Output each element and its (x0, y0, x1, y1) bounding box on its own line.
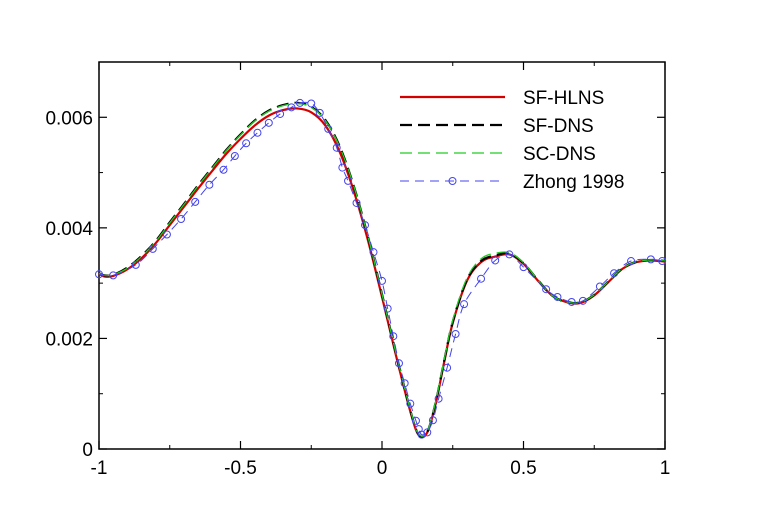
data-point (417, 430, 426, 439)
data-point (383, 304, 392, 313)
data-point (219, 165, 228, 174)
data-point (191, 197, 200, 206)
series-line-zhong-1998 (98, 101, 663, 436)
legend-marker (448, 177, 457, 185)
data-point (595, 282, 604, 291)
axis-ticks: -1 -0.5 0 0.5 1 0 0.002 0.004 0.006 (45, 62, 670, 479)
legend-label: Zhong 1998 (523, 172, 624, 193)
x-tick-label: 0 (377, 458, 388, 479)
legend-label: SF-HLNS (523, 88, 604, 109)
x-tick-label: -0.5 (224, 458, 257, 479)
data-point (205, 180, 214, 189)
data-point (658, 257, 667, 266)
data-point (434, 394, 443, 403)
data-point (505, 250, 514, 259)
x-tick-label: 1 (660, 458, 671, 479)
data-point (324, 124, 333, 133)
data-point (315, 108, 324, 117)
data-point (332, 143, 341, 152)
data-point (162, 230, 171, 239)
data-point (287, 103, 296, 112)
data-point (400, 379, 409, 388)
x-tick-label: 0.5 (510, 458, 536, 479)
data-point (443, 363, 452, 372)
legend: SF-HLNS SF-DNS SC-DNS Zhong 1998 (400, 88, 624, 193)
data-point (276, 109, 285, 118)
data-point (307, 99, 316, 108)
data-point (553, 292, 562, 301)
data-point (242, 139, 251, 148)
data-point (646, 255, 655, 264)
data-point (567, 297, 576, 306)
legend-label: SC-DNS (523, 144, 596, 165)
data-point (406, 399, 415, 408)
y-tick-label: 0.006 (45, 108, 93, 129)
data-point (378, 276, 386, 285)
series-layer (95, 98, 667, 439)
data-point (519, 263, 528, 272)
data-point (148, 244, 157, 253)
data-point (131, 260, 140, 269)
data-point (344, 176, 353, 185)
y-tick-label: 0.004 (45, 219, 93, 240)
data-point (389, 332, 398, 341)
series-line-sc-dns (98, 102, 666, 437)
data-point (428, 416, 437, 425)
data-point (460, 300, 469, 309)
data-point (578, 296, 587, 305)
data-point (338, 163, 347, 172)
data-point (627, 257, 636, 266)
data-point (491, 256, 500, 265)
data-point (109, 271, 118, 280)
y-tick-label: 0.002 (45, 329, 93, 350)
legend-label: SF-DNS (523, 116, 594, 137)
data-point (423, 428, 432, 437)
data-point (253, 128, 262, 137)
data-point (361, 221, 370, 230)
data-point (411, 416, 420, 425)
data-point (264, 118, 273, 127)
x-tick-label: -1 (91, 458, 108, 479)
data-point (352, 198, 361, 207)
data-point (542, 285, 551, 294)
data-point (451, 330, 460, 339)
data-point (230, 151, 239, 160)
data-point (610, 269, 619, 278)
data-point (477, 274, 486, 283)
data-point (177, 215, 186, 224)
data-point (369, 248, 378, 257)
data-point (394, 359, 403, 368)
data-point (95, 270, 103, 279)
data-point (295, 98, 304, 107)
y-tick-label: 0 (82, 440, 93, 461)
